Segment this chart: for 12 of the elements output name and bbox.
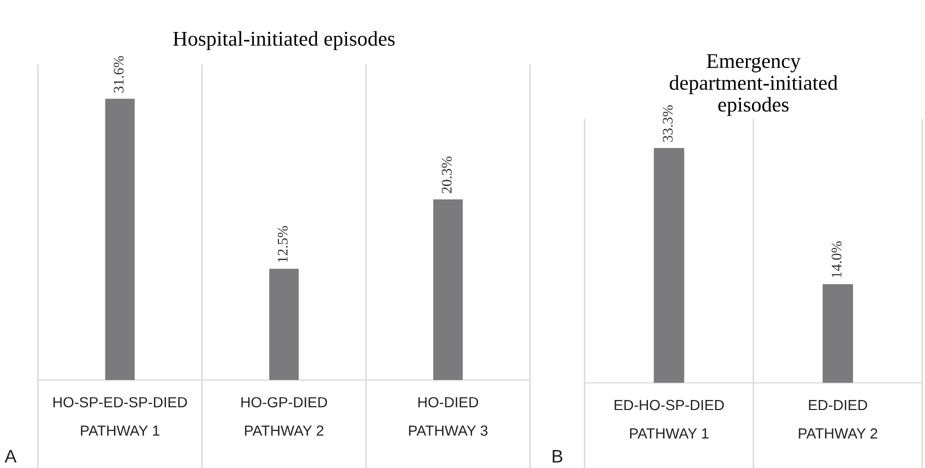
data-label: 12.5% (278, 226, 288, 262)
text: B (552, 450, 562, 462)
category-label: HO-DIED PATHWAY 3 (409, 397, 488, 436)
data-label: 20.3% (442, 156, 452, 194)
category-label: ED-HO-SP-DIED PATHWAY 1 (614, 400, 724, 438)
category-label: ED-DIED PATHWAY 2 (798, 400, 878, 438)
data-label: 14.0% (832, 241, 842, 278)
category-label: HO-SP-ED-SP-DIED PATHWAY 1 (53, 397, 187, 436)
chart-title: Hospital-initiated episodes (173, 31, 395, 50)
data-label: 31.6% (114, 56, 124, 93)
category-label: HO-GP-DIED PATHWAY 2 (241, 397, 328, 436)
text: A (4, 450, 17, 462)
